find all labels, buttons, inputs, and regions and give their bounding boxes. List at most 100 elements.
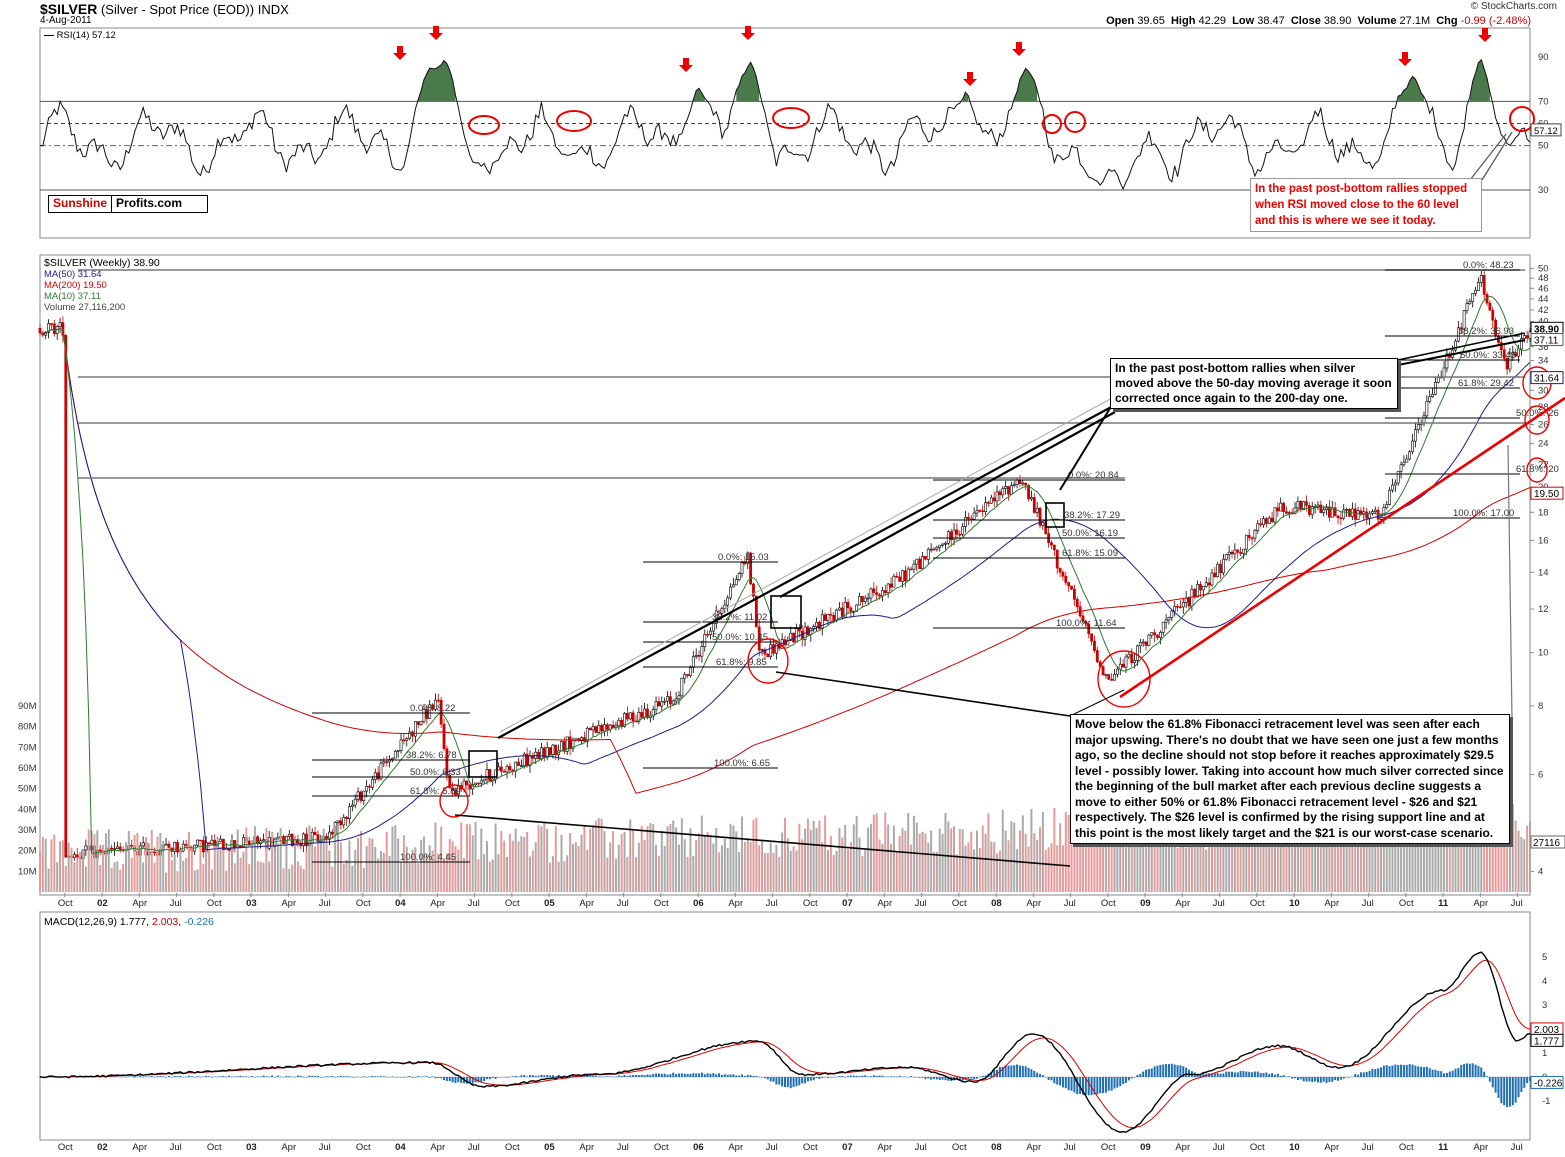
volume-bar <box>835 850 838 892</box>
candle-body <box>938 544 942 548</box>
candle-body <box>1027 484 1030 500</box>
macd-histogram-bar <box>1087 1077 1090 1096</box>
candle-body <box>1110 679 1114 681</box>
candle-body <box>1141 641 1145 644</box>
candle-body <box>396 750 400 752</box>
candle-body <box>454 790 457 796</box>
volume-bar <box>526 831 529 892</box>
volume-bar <box>1236 819 1239 892</box>
rsi-panel: 907060503057.12 <box>39 26 1562 239</box>
volume-bar <box>1529 821 1531 892</box>
volume-bar <box>405 846 408 892</box>
macd-histogram-bar <box>818 1077 821 1079</box>
macd-histogram-bar <box>1460 1064 1463 1077</box>
macd-histogram-bar <box>500 1077 503 1078</box>
macd-histogram-bar <box>626 1075 629 1077</box>
x-tick-label: Oct <box>58 898 73 909</box>
volume-bar <box>1417 809 1420 892</box>
macd-histogram-bar <box>1016 1064 1019 1077</box>
x-tick-label: Jul <box>1362 1142 1374 1153</box>
macd-histogram-bar <box>1130 1077 1133 1079</box>
macd-histogram-bar <box>448 1077 451 1082</box>
macd-value-tag <box>1530 1075 1564 1089</box>
candle-body <box>517 761 520 766</box>
macd-histogram-bar <box>1145 1069 1148 1077</box>
volume-bar <box>775 844 778 892</box>
macd-histogram-bar <box>460 1077 463 1083</box>
macd-histogram-bar <box>1133 1077 1136 1078</box>
candle-body <box>173 842 177 852</box>
macd-histogram-bar <box>1110 1077 1113 1091</box>
fibonacci-level-label: 38.2%: 6.78 <box>406 750 457 761</box>
macd-histogram-bar <box>193 1077 196 1078</box>
volume-bar <box>1506 803 1509 892</box>
candle-body <box>820 614 824 629</box>
macd-histogram-bar <box>867 1076 870 1078</box>
volume-bar <box>460 822 463 892</box>
macd-histogram-bar <box>1242 1071 1245 1077</box>
candle-body <box>540 747 543 760</box>
candle-body <box>1030 497 1033 500</box>
candle-body <box>273 838 277 847</box>
candle-body <box>1015 479 1019 485</box>
volume-bar <box>1477 806 1480 892</box>
volume-bar <box>1488 806 1491 892</box>
macd-histogram-bar <box>663 1073 666 1077</box>
volume-bar <box>1400 800 1403 892</box>
volume-bar <box>434 822 437 892</box>
candle-body <box>757 626 761 651</box>
volume-bar <box>723 838 726 892</box>
macd-value: 1.777 <box>119 916 147 928</box>
macd-histogram-bar <box>491 1077 494 1079</box>
volume-bar <box>953 826 956 892</box>
macd-histogram-bar <box>1159 1064 1162 1077</box>
macd-histogram-bar <box>844 1076 847 1078</box>
candle-body <box>1396 471 1400 484</box>
macd-histogram-bar <box>1259 1072 1262 1077</box>
ma200-line <box>39 328 1531 794</box>
macd-histogram-bar <box>256 1076 259 1077</box>
macd-histogram-bar <box>1018 1065 1021 1077</box>
trend-line <box>779 411 1116 598</box>
volume-bar <box>437 853 440 892</box>
volume-bar <box>798 823 801 892</box>
candle-body <box>1259 523 1263 526</box>
fibonacci-level-label: 0.0%: 20.84 <box>1068 470 1119 481</box>
macd-histogram-bar <box>1199 1073 1202 1077</box>
volume-bar <box>686 856 689 892</box>
volume-bar <box>210 869 213 892</box>
volume-bar <box>414 847 417 892</box>
macd-histogram-bar <box>1219 1073 1222 1077</box>
volume-bar <box>898 836 901 892</box>
volume-bar <box>242 851 245 892</box>
volume-bar <box>546 828 549 892</box>
x-tick-label: Jul <box>617 1142 629 1153</box>
volume-bar <box>382 852 385 892</box>
volume-bar <box>397 838 400 892</box>
volume-bar <box>752 819 755 892</box>
macd-histogram-bar <box>1308 1077 1311 1082</box>
volume-bar <box>1345 814 1348 892</box>
macd-histogram-bar <box>1345 1077 1348 1078</box>
volume-bar <box>420 840 423 892</box>
macd-histogram-bar <box>282 1077 285 1078</box>
macd-histogram-bar <box>927 1077 930 1079</box>
volume-bar <box>1110 816 1113 892</box>
volume-bar <box>867 827 870 892</box>
volume-bar <box>1394 833 1397 892</box>
candle-body <box>671 700 675 705</box>
volume-bar <box>594 820 597 892</box>
volume-bar <box>486 840 488 892</box>
rsi-y-tick: 70 <box>1538 96 1549 107</box>
candle-body <box>1302 501 1306 511</box>
fibonacci-level-label: 0.0%: 48.23 <box>1463 260 1514 271</box>
candle-body <box>531 755 535 759</box>
macd-histogram-bar <box>1520 1077 1523 1093</box>
macd-histogram-bar <box>1523 1077 1526 1088</box>
candle-body <box>611 724 615 728</box>
down-arrow-icon <box>393 46 407 60</box>
candle-body <box>1454 340 1457 351</box>
volume-bar <box>1199 828 1202 892</box>
macd-histogram-bar <box>494 1077 497 1079</box>
macd-y-tick: 3 <box>1542 1000 1547 1011</box>
